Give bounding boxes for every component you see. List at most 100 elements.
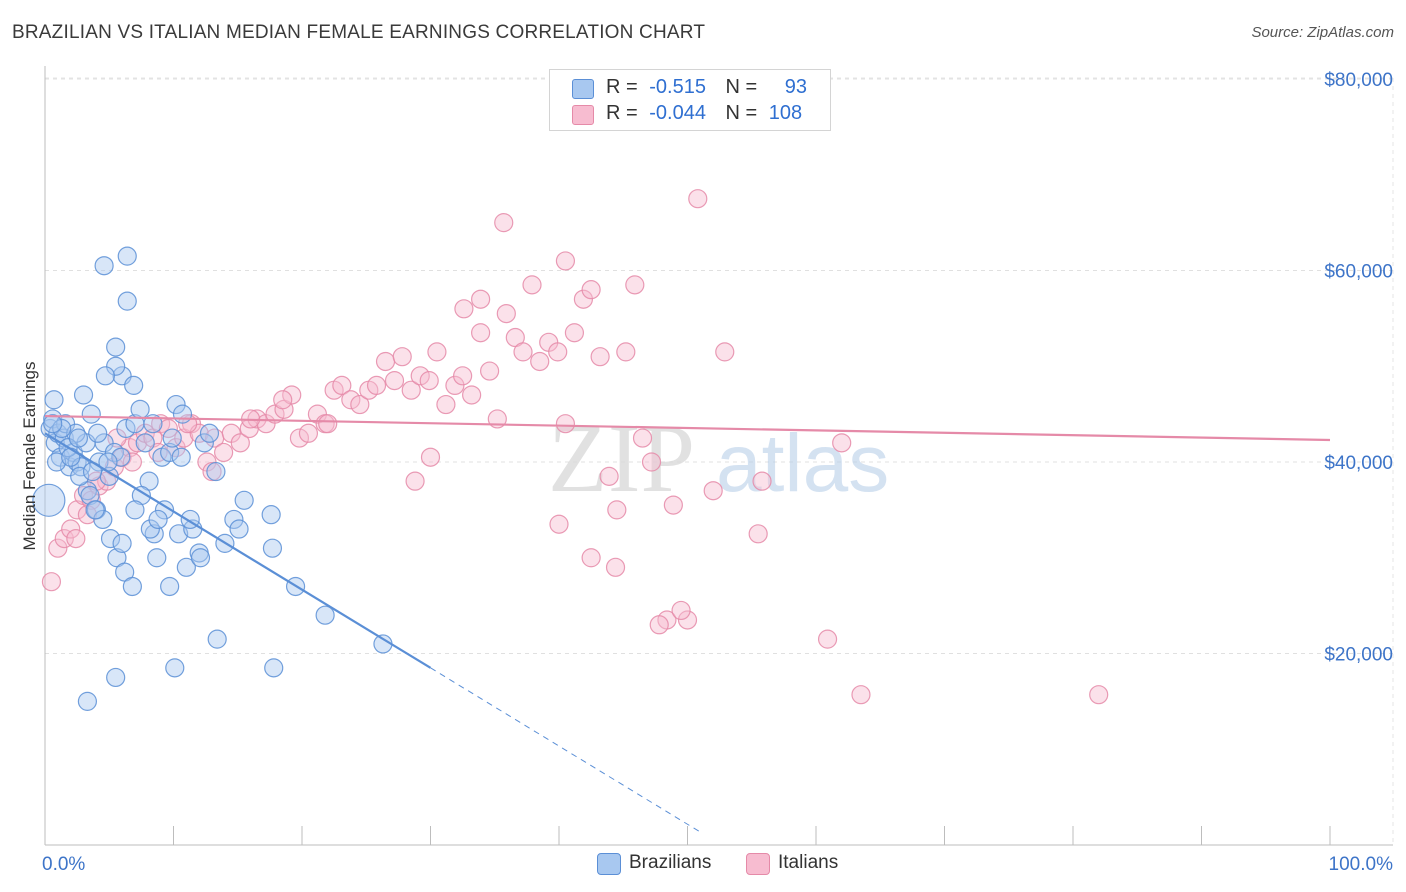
brazilians-point-49: [169, 524, 189, 544]
italians-point-106: [832, 433, 852, 453]
brazilians-point-55: [206, 461, 226, 482]
italians-point-2: [54, 528, 74, 549]
brazilians-point-57: [224, 509, 244, 530]
brazilians-point-35: [88, 423, 108, 443]
brazilians-point-50: [176, 557, 196, 577]
brazilians-point-37: [80, 485, 100, 506]
italians-point-73: [641, 452, 662, 472]
italians-point-46: [410, 366, 430, 386]
brazilians-trendline: [44, 432, 432, 669]
brazilians-point-80: [61, 447, 81, 467]
italians-point-1: [48, 538, 68, 558]
italians-point-3: [61, 519, 81, 539]
trendlines: [44, 414, 1331, 833]
legend-swatch-italians: [572, 105, 594, 125]
watermark-zip: ZIP: [548, 405, 695, 513]
italians-point-64: [564, 323, 585, 343]
italians-point-51: [453, 366, 473, 386]
brazilians-point-29: [172, 404, 193, 424]
legend-n-label: N =: [725, 102, 758, 124]
brazilians-point-70: [94, 256, 114, 276]
italians-point-103: [66, 528, 86, 549]
brazilians-point-84: [68, 428, 89, 448]
brazilians-point-89: [190, 548, 211, 568]
legend-n-label: N =: [725, 76, 758, 98]
y-axis-label: Median Female Earnings: [20, 362, 39, 551]
watermark-atlas: atlas: [716, 418, 889, 509]
brazilians-point-23: [130, 399, 150, 419]
italians-point-59: [522, 275, 542, 295]
italians-trendline: [44, 414, 1331, 442]
brazilians-point-90: [171, 447, 191, 467]
italians-point-92: [405, 471, 425, 491]
italians-point-0: [41, 572, 62, 592]
italians-point-23: [214, 442, 234, 463]
italians-point-90: [555, 414, 576, 434]
italians-point-88: [581, 548, 601, 568]
legend-swatch-brazilians: [572, 79, 594, 99]
legend-n-value: 93: [784, 76, 808, 98]
italians-point-94: [273, 390, 293, 410]
brazilians-point-17: [94, 433, 114, 453]
brazilians-point-76: [70, 466, 90, 486]
brazilians-point-65: [207, 629, 227, 649]
watermark: ZIP atlas: [548, 405, 889, 513]
brazilians-point-33: [124, 375, 144, 395]
italians-point-93: [318, 414, 338, 434]
italians-point-54: [480, 361, 500, 381]
italians-point-63: [555, 251, 576, 271]
brazilians-point-66: [165, 658, 185, 678]
brazilians-point-40: [100, 528, 121, 549]
brazilians-point-54: [199, 423, 220, 443]
italians-point-66: [581, 280, 601, 300]
italians-point-62: [548, 342, 568, 362]
italians-point-43: [384, 371, 405, 391]
chart-source: Source: ZipAtlas.com: [1251, 24, 1394, 41]
brazilians-point-86: [148, 509, 168, 530]
brazilians-point-47: [154, 500, 175, 520]
italians-point-70: [616, 342, 636, 362]
brazilians-point-87: [162, 428, 182, 448]
brazilians-point-12: [73, 385, 94, 405]
x-tick-label-max: 100.0%: [1329, 854, 1394, 875]
brazilians-point-20: [111, 447, 131, 467]
brazilians-point-13: [81, 404, 101, 424]
brazilians-points: [32, 246, 393, 711]
brazilians-trendline-extension: [430, 667, 701, 833]
italians-point-49: [436, 394, 456, 415]
brazilians-point-75: [112, 533, 132, 553]
italians-point-83: [851, 685, 871, 705]
italians-point-69: [607, 500, 627, 520]
italians-point-50: [445, 375, 465, 395]
brazilians-point-60: [261, 505, 281, 525]
brazilians-point-28: [166, 394, 186, 415]
italians-point-65: [573, 289, 594, 309]
brazilians-point-68: [106, 667, 126, 688]
italians-point-52: [462, 385, 482, 405]
italians-point-32: [289, 428, 310, 448]
brazilians-point-69: [77, 691, 98, 711]
italians-point-72: [632, 428, 653, 448]
italians-point-56: [496, 303, 516, 324]
bottom-legend-swatch-brazilians: [597, 853, 621, 875]
y-tick-label-80000: $80,000: [1324, 70, 1393, 91]
y-tick-label-40000: $40,000: [1324, 453, 1393, 474]
italians-point-16: [158, 418, 178, 439]
brazilians-point-72: [117, 246, 137, 266]
brazilians-point-21: [116, 418, 136, 439]
italians-point-89: [549, 514, 569, 534]
axes: [44, 66, 1393, 846]
italians-point-31: [282, 385, 302, 405]
y-tick-label-60000: $60,000: [1324, 262, 1393, 283]
italians-point-79: [715, 342, 735, 362]
brazilians-point-63: [315, 605, 335, 625]
italians-point-12: [127, 433, 148, 453]
brazilians-point-78: [46, 452, 67, 472]
brazilians-point-61: [262, 538, 283, 558]
brazilians-point-6: [44, 390, 64, 410]
italians-point-71: [625, 275, 645, 295]
brazilians-point-46: [147, 548, 167, 568]
bottom-legend-label-brazilians: Brazilians: [629, 852, 712, 873]
brazilians-point-44: [131, 485, 151, 506]
